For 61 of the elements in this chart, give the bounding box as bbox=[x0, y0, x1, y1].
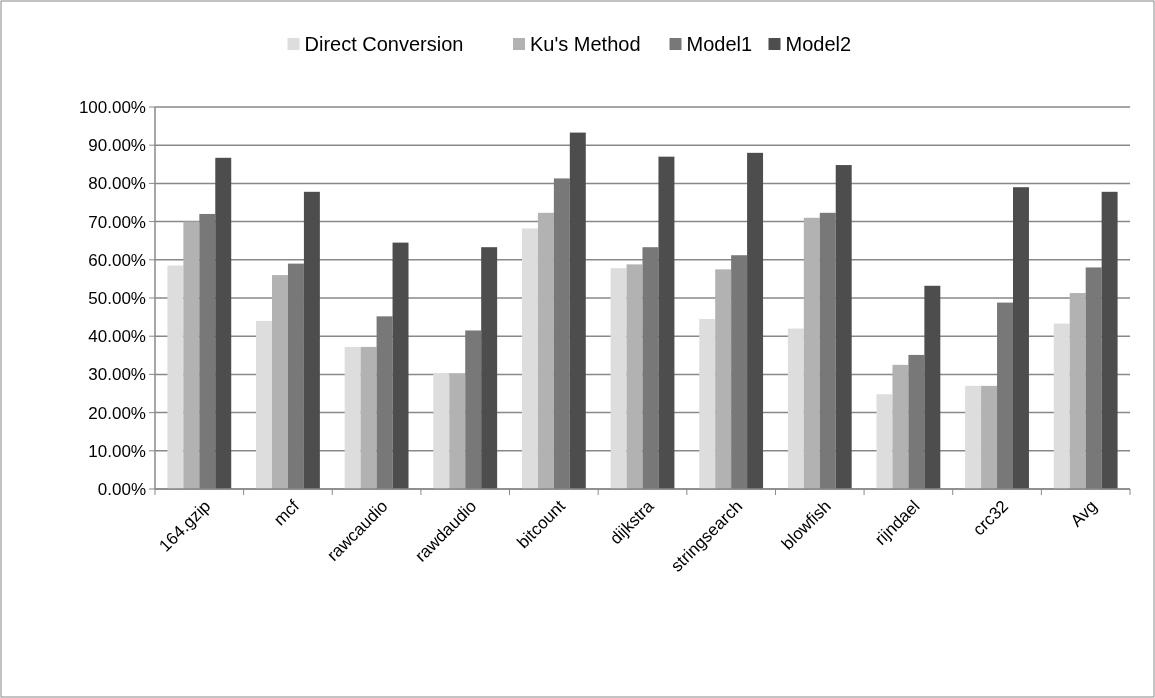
bar bbox=[1069, 293, 1086, 489]
bar bbox=[199, 213, 216, 489]
bar bbox=[449, 373, 466, 489]
bar bbox=[1085, 267, 1102, 489]
bar bbox=[465, 330, 482, 489]
bar bbox=[215, 157, 232, 489]
bar bbox=[731, 255, 748, 489]
legend-label: Model1 bbox=[686, 33, 753, 55]
bar bbox=[256, 320, 272, 489]
bar bbox=[344, 346, 361, 489]
bar bbox=[167, 265, 184, 489]
bar bbox=[569, 132, 586, 489]
bar bbox=[819, 212, 836, 489]
bar bbox=[908, 354, 925, 489]
bar bbox=[303, 191, 320, 489]
y-tick-label: 40.00% bbox=[88, 327, 146, 347]
bar bbox=[747, 152, 764, 489]
bar bbox=[521, 228, 538, 489]
bar bbox=[876, 394, 893, 489]
bar bbox=[1101, 191, 1118, 489]
bar bbox=[360, 346, 377, 489]
bar bbox=[715, 269, 732, 489]
bar bbox=[803, 217, 820, 489]
y-tick-label: 60.00% bbox=[88, 250, 146, 270]
y-tick-label: 50.00% bbox=[88, 288, 146, 308]
y-tick-label: 80.00% bbox=[88, 174, 146, 194]
bar bbox=[287, 263, 304, 489]
y-tick-label: 30.00% bbox=[88, 365, 146, 385]
bar bbox=[1013, 187, 1029, 489]
x-tick-label: Avg bbox=[1066, 496, 1101, 531]
bar bbox=[787, 328, 804, 489]
bar bbox=[553, 178, 570, 489]
bar bbox=[392, 242, 409, 489]
bar bbox=[965, 385, 982, 489]
bar bbox=[699, 319, 716, 489]
bar bbox=[1053, 323, 1070, 489]
bar bbox=[924, 285, 941, 489]
bar bbox=[183, 221, 200, 489]
y-tick-label: 100.00% bbox=[78, 97, 146, 117]
bar bbox=[626, 264, 643, 489]
bar bbox=[433, 373, 450, 489]
y-tick-label: 20.00% bbox=[88, 403, 146, 423]
bar bbox=[835, 165, 852, 489]
y-tick-label: 0.00% bbox=[97, 479, 146, 499]
legend-label: Ku's Method bbox=[530, 33, 641, 55]
legend-label: Model2 bbox=[785, 33, 852, 55]
legend-label: Direct Conversion bbox=[304, 33, 464, 55]
x-tick-label: mcf bbox=[270, 496, 304, 530]
bar bbox=[537, 212, 554, 489]
y-tick-label: 70.00% bbox=[88, 212, 146, 232]
bar bbox=[892, 364, 909, 489]
bar bbox=[642, 247, 659, 489]
bar bbox=[610, 268, 627, 489]
bar bbox=[997, 302, 1013, 489]
bar bbox=[376, 316, 393, 489]
y-tick-label: 10.00% bbox=[88, 441, 146, 461]
bar bbox=[658, 156, 675, 489]
bar bbox=[981, 385, 998, 489]
bar bbox=[481, 247, 498, 489]
bar bbox=[272, 275, 288, 489]
y-tick-label: 90.00% bbox=[88, 136, 146, 156]
